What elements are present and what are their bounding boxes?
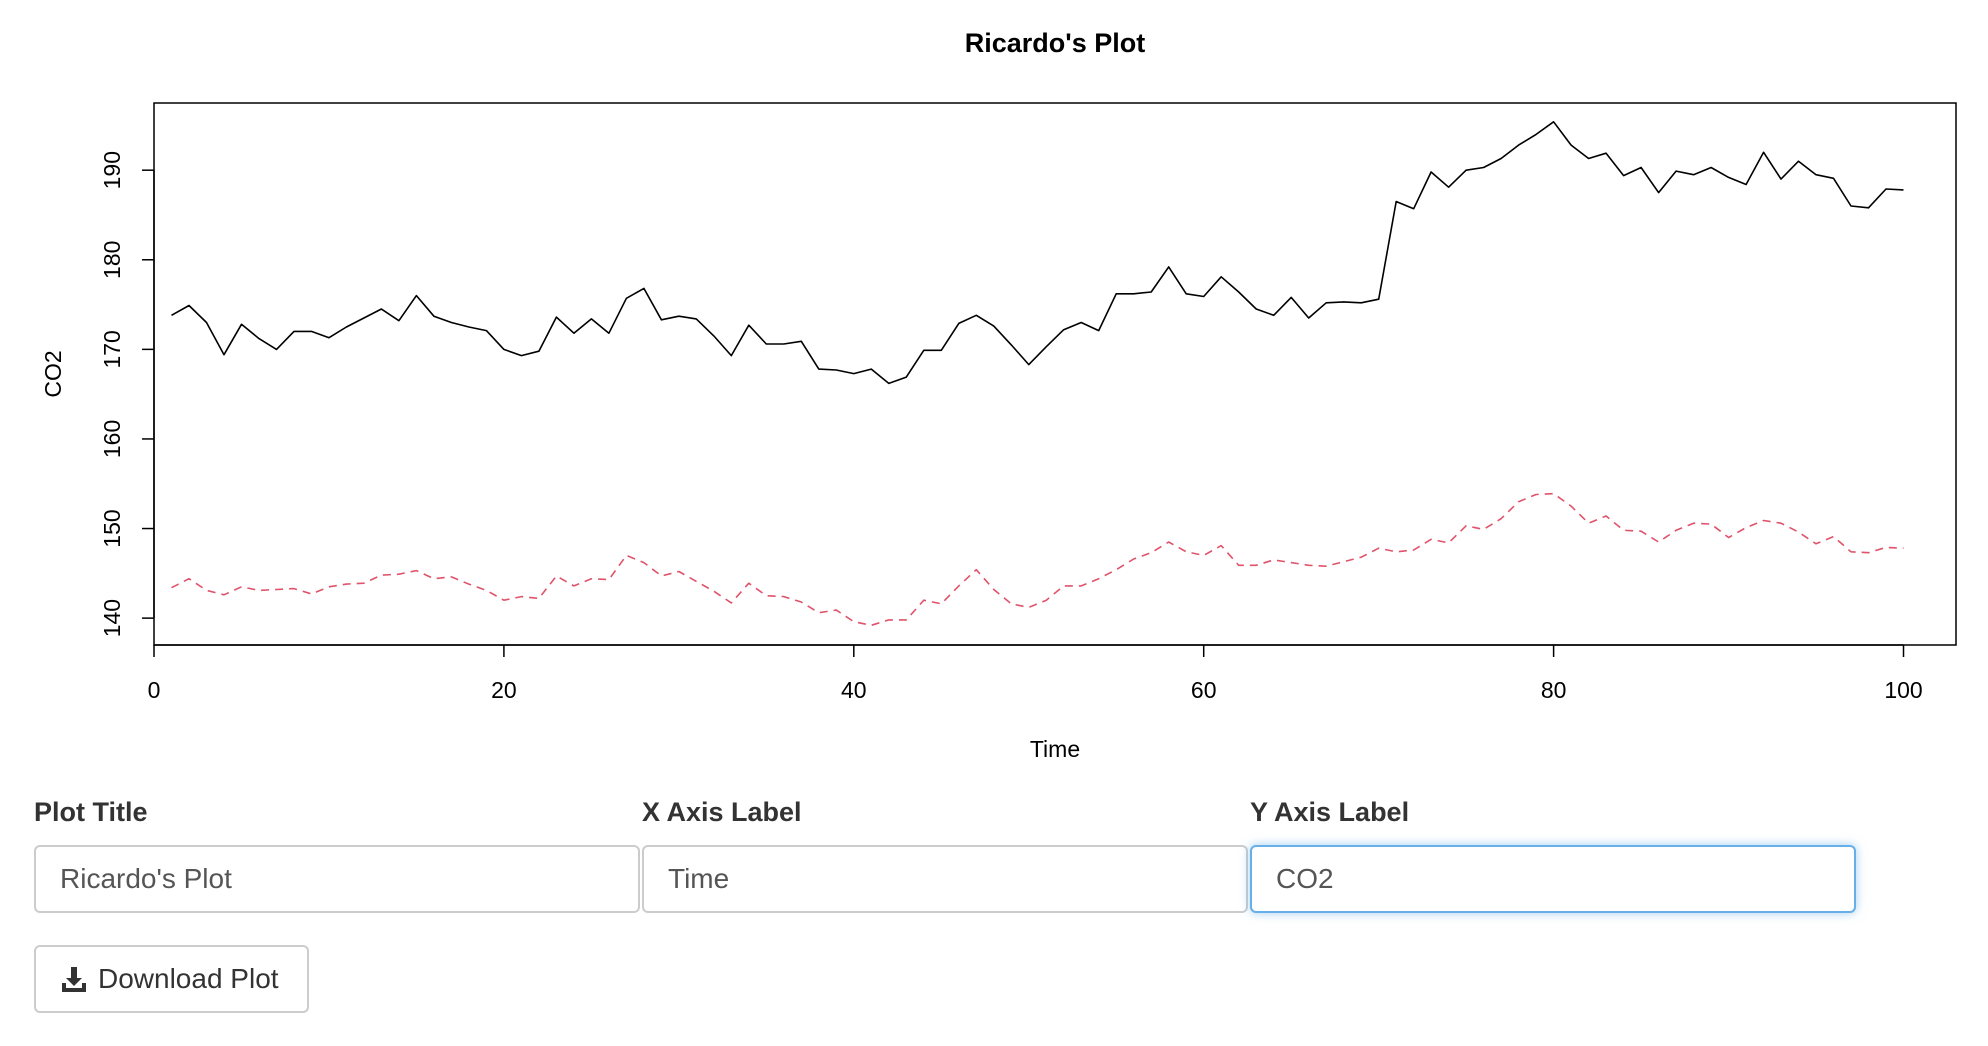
x-axis-label-input[interactable] <box>642 845 1248 913</box>
plot-title-label: Plot Title <box>34 797 148 827</box>
plot-area: Ricardo's Plot 0 20 40 60 80 100 140 150 160 170… <box>40 28 1957 760</box>
x-tick-label: 20 <box>491 677 517 703</box>
line-chart: Ricardo's Plot 0 20 40 60 80 100 140 150 160 170… <box>40 28 1957 760</box>
x-tick-label: 40 <box>841 677 867 703</box>
x-axis-title: Time <box>1030 736 1080 760</box>
y-tick-label: 180 <box>99 241 125 279</box>
x-axis-label-label: X Axis Label <box>642 797 802 827</box>
y-tick-label: 170 <box>99 330 125 368</box>
y-axis-title: CO2 <box>40 350 66 397</box>
y-tick-label: 150 <box>99 509 125 547</box>
x-axis: 0 20 40 60 80 100 <box>148 644 1923 703</box>
y-axis: 140 150 160 170 180 190 <box>99 151 155 637</box>
series-line-2 <box>171 492 1904 627</box>
series-line-1 <box>171 121 1904 385</box>
plot-frame <box>153 102 1957 646</box>
y-axis-label-label: Y Axis Label <box>1250 797 1410 827</box>
x-tick-label: 60 <box>1191 677 1217 703</box>
plot-title-input[interactable] <box>34 845 640 913</box>
download-icon <box>62 967 86 992</box>
chart-title: Ricardo's Plot <box>965 28 1145 58</box>
x-tick-label: 0 <box>148 677 161 703</box>
download-plot-label: Download Plot <box>98 963 279 994</box>
y-tick-label: 160 <box>99 420 125 458</box>
download-plot-button[interactable]: Download Plot <box>34 945 309 1013</box>
y-tick-label: 190 <box>99 151 125 189</box>
x-tick-label: 100 <box>1884 677 1922 703</box>
y-tick-label: 140 <box>99 599 125 637</box>
x-tick-label: 80 <box>1541 677 1567 703</box>
y-axis-label-input[interactable] <box>1250 845 1856 913</box>
series-group <box>171 121 1904 627</box>
